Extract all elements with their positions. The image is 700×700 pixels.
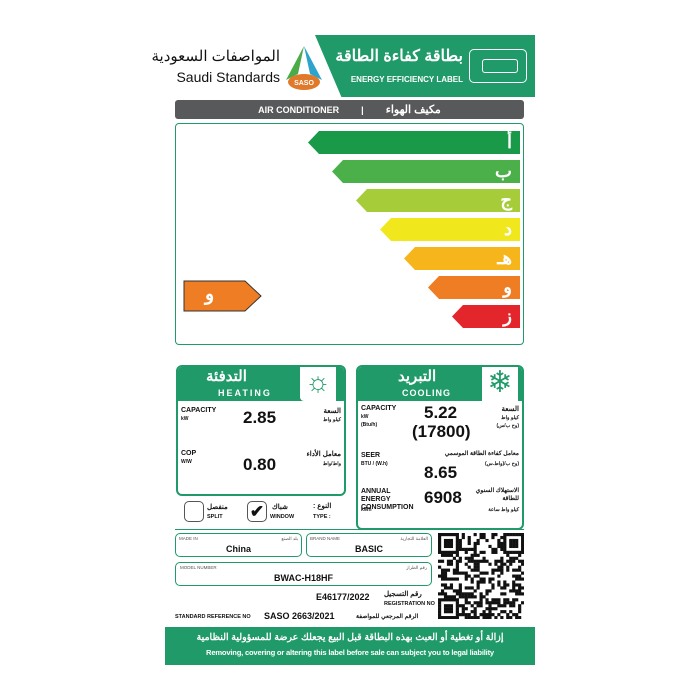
made-in-field: MADE IN بلد الصنع China [175, 533, 302, 557]
legal-warning-footer: إزالة أو تغطية أو العبث بهذه البطاقة قبل… [165, 627, 535, 665]
window-checkbox[interactable]: ✔ [247, 501, 267, 522]
svg-text:SASO: SASO [294, 80, 314, 87]
model-number-field: MODEL NUMBER رقم الطراز BWAC-H18HF [175, 562, 432, 586]
rating-bar-5: هـ [404, 247, 520, 270]
rating-scale: أ ب ج د هـ و ز و [175, 123, 524, 345]
rating-bar-3: ج [356, 189, 520, 212]
saso-org-name-ar: المواصفات السعودية [151, 48, 280, 65]
current-rating-indicator: و [183, 280, 263, 312]
check-icon: ✔ [249, 502, 265, 521]
divider [175, 529, 524, 530]
product-type-bar: AIR CONDITIONER | مكيف الهواء [175, 100, 524, 119]
rating-bar-2: ب [332, 160, 520, 183]
saso-logo: SASO [282, 44, 326, 92]
cooling-panel: التبريد COOLING ❄ CAPACITY kW (Btu/h) 5.… [356, 365, 524, 530]
saso-org-name-en: Saudi Standards [176, 69, 280, 85]
rating-bar-6: و [428, 276, 520, 299]
snowflake-icon: ❄ [482, 367, 518, 401]
rating-bar-7: ز [452, 305, 520, 328]
qr-code[interactable] [438, 533, 525, 620]
label-title-banner: بطاقة كفاءة الطاقة ENERGY EFFICIENCY LAB… [315, 35, 535, 97]
sun-icon: ☼ [300, 367, 336, 401]
rating-bar-4: د [380, 218, 520, 241]
split-checkbox[interactable] [184, 501, 204, 522]
air-conditioner-icon [469, 49, 527, 83]
heating-panel: التدفئة HEATING ☼ CAPACITY kW 2.85 السعة… [176, 365, 346, 496]
brand-name-field: BRAND NAME العلامة التجارية BASIC [306, 533, 432, 557]
rating-bar-1: أ [308, 131, 520, 154]
